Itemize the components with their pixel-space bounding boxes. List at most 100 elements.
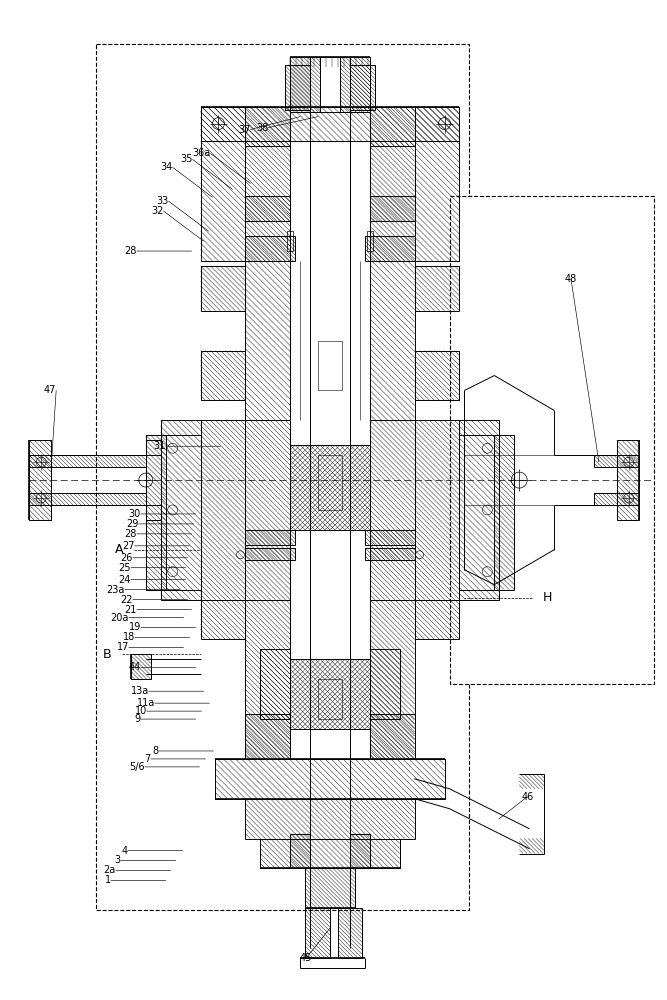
Bar: [370, 261, 415, 420]
Bar: [245, 548, 295, 560]
Bar: [305, 868, 355, 908]
Bar: [245, 261, 290, 420]
Bar: [287, 231, 293, 251]
Bar: [201, 420, 245, 600]
Bar: [245, 236, 295, 261]
Text: 35: 35: [180, 154, 193, 164]
Text: 5/6: 5/6: [129, 762, 145, 772]
Text: 8: 8: [153, 746, 159, 756]
Text: 7: 7: [145, 754, 151, 764]
Text: 30: 30: [129, 509, 141, 519]
Bar: [131, 654, 151, 679]
Text: 1: 1: [105, 875, 111, 885]
Bar: [617, 440, 639, 520]
Bar: [370, 420, 415, 600]
Bar: [290, 659, 370, 729]
Text: 29: 29: [127, 519, 139, 529]
Bar: [338, 908, 362, 958]
Text: 24: 24: [119, 575, 131, 585]
Bar: [350, 65, 375, 110]
Text: 11a: 11a: [137, 698, 155, 708]
Text: 27: 27: [122, 541, 135, 551]
Bar: [201, 266, 245, 311]
Bar: [365, 530, 415, 545]
Text: 2a: 2a: [103, 865, 116, 875]
Text: A: A: [115, 543, 123, 556]
Bar: [245, 799, 415, 839]
Bar: [415, 107, 460, 261]
Text: 13a: 13a: [131, 686, 149, 696]
Bar: [415, 600, 460, 639]
Bar: [29, 455, 146, 467]
Bar: [161, 420, 201, 600]
Bar: [370, 107, 415, 146]
Text: 36a: 36a: [192, 148, 211, 158]
Bar: [96, 44, 470, 910]
Bar: [494, 435, 514, 590]
Text: 28: 28: [125, 246, 137, 256]
Text: 19: 19: [129, 622, 141, 632]
Text: 25: 25: [118, 563, 131, 573]
Bar: [365, 236, 415, 261]
Text: 47: 47: [44, 385, 56, 395]
Text: 31: 31: [153, 441, 165, 451]
Bar: [146, 435, 165, 590]
Bar: [594, 493, 639, 505]
Text: 32: 32: [151, 206, 163, 216]
Bar: [415, 266, 460, 311]
Bar: [370, 600, 415, 759]
Bar: [201, 107, 245, 261]
Bar: [318, 455, 342, 510]
Text: 9: 9: [135, 714, 141, 724]
Bar: [305, 908, 330, 958]
Bar: [460, 420, 500, 600]
Text: 18: 18: [123, 632, 135, 642]
Text: 48: 48: [565, 274, 577, 284]
Text: B: B: [103, 648, 111, 661]
Text: 26: 26: [121, 553, 133, 563]
Bar: [245, 600, 290, 759]
Text: 28: 28: [125, 529, 137, 539]
Text: 10: 10: [135, 706, 147, 716]
Text: 33: 33: [157, 196, 169, 206]
Text: 38: 38: [256, 123, 268, 133]
Bar: [201, 107, 460, 141]
Bar: [245, 530, 295, 545]
Bar: [450, 196, 654, 684]
Bar: [29, 493, 146, 505]
Bar: [290, 57, 320, 112]
Bar: [290, 834, 310, 868]
Bar: [415, 351, 460, 400]
Bar: [245, 196, 290, 221]
Text: 44: 44: [129, 662, 141, 672]
Bar: [290, 57, 370, 112]
Bar: [245, 420, 290, 600]
Bar: [370, 649, 400, 719]
Bar: [245, 107, 290, 146]
Text: 34: 34: [161, 162, 173, 172]
Bar: [245, 714, 290, 759]
Bar: [594, 455, 639, 467]
Text: 4: 4: [122, 846, 128, 856]
Bar: [365, 548, 415, 560]
Bar: [367, 231, 373, 251]
Bar: [370, 196, 415, 221]
Bar: [350, 834, 370, 868]
Bar: [340, 57, 370, 112]
Text: H: H: [542, 591, 552, 604]
Bar: [245, 141, 290, 261]
Bar: [415, 420, 460, 600]
Bar: [201, 351, 245, 400]
Bar: [318, 341, 342, 390]
Bar: [290, 445, 370, 530]
Bar: [285, 65, 310, 110]
Text: 46: 46: [521, 792, 534, 802]
Bar: [318, 679, 342, 719]
Text: 45: 45: [300, 953, 312, 963]
Text: 20a: 20a: [111, 613, 129, 623]
Text: 22: 22: [120, 595, 133, 605]
Text: 23a: 23a: [107, 585, 125, 595]
Text: 17: 17: [117, 642, 129, 652]
Bar: [201, 600, 245, 639]
Bar: [260, 649, 290, 719]
